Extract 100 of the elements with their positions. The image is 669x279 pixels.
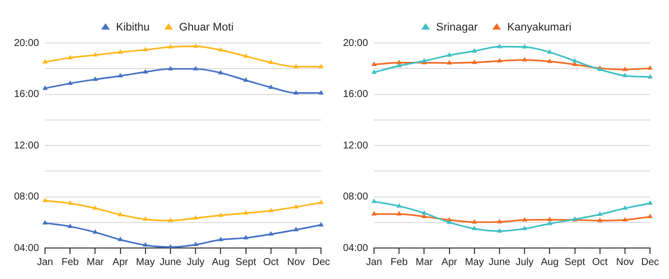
legend-label: Ghuar Moti xyxy=(179,22,234,34)
point xyxy=(572,58,578,62)
point xyxy=(68,80,73,85)
y-tick-label: 20:00 xyxy=(342,38,368,49)
point xyxy=(597,218,603,222)
point xyxy=(622,216,628,222)
y-tick-label: 16:00 xyxy=(342,89,368,100)
point xyxy=(472,48,478,53)
legend-label: Kibithu xyxy=(116,22,150,34)
y-tick-label: 04:00 xyxy=(342,242,368,254)
point xyxy=(648,74,653,78)
point xyxy=(243,234,248,240)
point xyxy=(243,77,248,82)
point xyxy=(648,200,653,205)
x-tick-label: Mar xyxy=(416,256,434,268)
x-tick-label: Oct xyxy=(592,256,608,268)
point xyxy=(371,211,377,216)
point xyxy=(318,200,324,204)
point xyxy=(142,242,148,247)
point xyxy=(318,90,324,94)
point xyxy=(371,198,377,203)
point xyxy=(142,46,148,52)
x-tick-label: Apr xyxy=(442,256,458,268)
point xyxy=(168,66,174,70)
point xyxy=(496,218,502,224)
point xyxy=(547,58,552,63)
point xyxy=(522,226,528,230)
x-tick-label: Feb xyxy=(62,256,80,268)
point xyxy=(496,228,502,233)
point xyxy=(622,66,628,72)
point xyxy=(622,205,628,210)
point xyxy=(293,226,299,232)
point xyxy=(293,90,299,94)
y-tick-label: 08:00 xyxy=(14,192,40,202)
point xyxy=(371,69,377,74)
point xyxy=(396,203,402,208)
point xyxy=(522,56,528,62)
point xyxy=(268,59,274,64)
point xyxy=(472,219,478,224)
point xyxy=(193,66,198,70)
legend-label: Kanyakumari xyxy=(507,22,572,34)
point xyxy=(547,49,552,54)
point xyxy=(496,44,502,48)
point xyxy=(42,220,48,225)
x-tick-label: July xyxy=(516,256,534,268)
x-tick-label: Jan xyxy=(36,256,54,268)
point xyxy=(218,236,224,242)
y-tick-label: 12:00 xyxy=(14,140,40,152)
point xyxy=(496,58,502,62)
x-tick-label: Aug xyxy=(540,256,559,268)
x-tick-label: Jan xyxy=(366,256,382,268)
legend-label: Srinagar xyxy=(436,22,478,34)
point xyxy=(243,210,248,215)
point xyxy=(142,216,148,221)
x-tick-label: Nov xyxy=(287,256,305,268)
point xyxy=(193,242,198,246)
point xyxy=(472,59,478,64)
x-tick-label: Nov xyxy=(616,256,634,268)
point xyxy=(371,62,377,66)
x-tick-label: May xyxy=(136,256,155,268)
point xyxy=(193,215,198,220)
point xyxy=(142,68,148,74)
point xyxy=(446,219,452,224)
x-tick-label: Dec xyxy=(641,256,660,268)
x-tick-label: Feb xyxy=(390,256,408,268)
y-tick-label: 20:00 xyxy=(14,38,40,49)
y-tick-label: 04:00 xyxy=(14,242,40,254)
point xyxy=(42,85,48,90)
point xyxy=(293,204,299,208)
point xyxy=(218,70,224,74)
point xyxy=(168,218,174,222)
point xyxy=(68,223,73,228)
point xyxy=(92,76,98,81)
x-tick-label: Oct xyxy=(263,256,279,268)
point xyxy=(118,72,123,78)
x-tick-label: June xyxy=(160,256,182,268)
point xyxy=(446,52,452,57)
x-tick-label: July xyxy=(186,256,205,268)
point xyxy=(218,212,224,217)
point xyxy=(396,211,402,216)
point xyxy=(168,44,174,48)
point xyxy=(268,84,274,89)
point xyxy=(193,43,198,48)
x-tick-label: Aug xyxy=(212,256,230,268)
point xyxy=(42,59,48,64)
point xyxy=(472,226,478,230)
x-tick-label: June xyxy=(488,256,511,268)
point xyxy=(597,211,603,216)
point xyxy=(42,198,48,202)
y-tick-label: 12:00 xyxy=(342,140,368,152)
x-tick-label: May xyxy=(464,256,484,268)
point xyxy=(92,52,98,57)
x-tick-label: Apr xyxy=(112,256,129,268)
point xyxy=(522,44,528,48)
point xyxy=(522,216,528,222)
point xyxy=(396,62,402,68)
point xyxy=(446,60,452,64)
point xyxy=(293,64,299,68)
point xyxy=(547,216,552,222)
x-tick-label: Dec xyxy=(312,256,330,268)
